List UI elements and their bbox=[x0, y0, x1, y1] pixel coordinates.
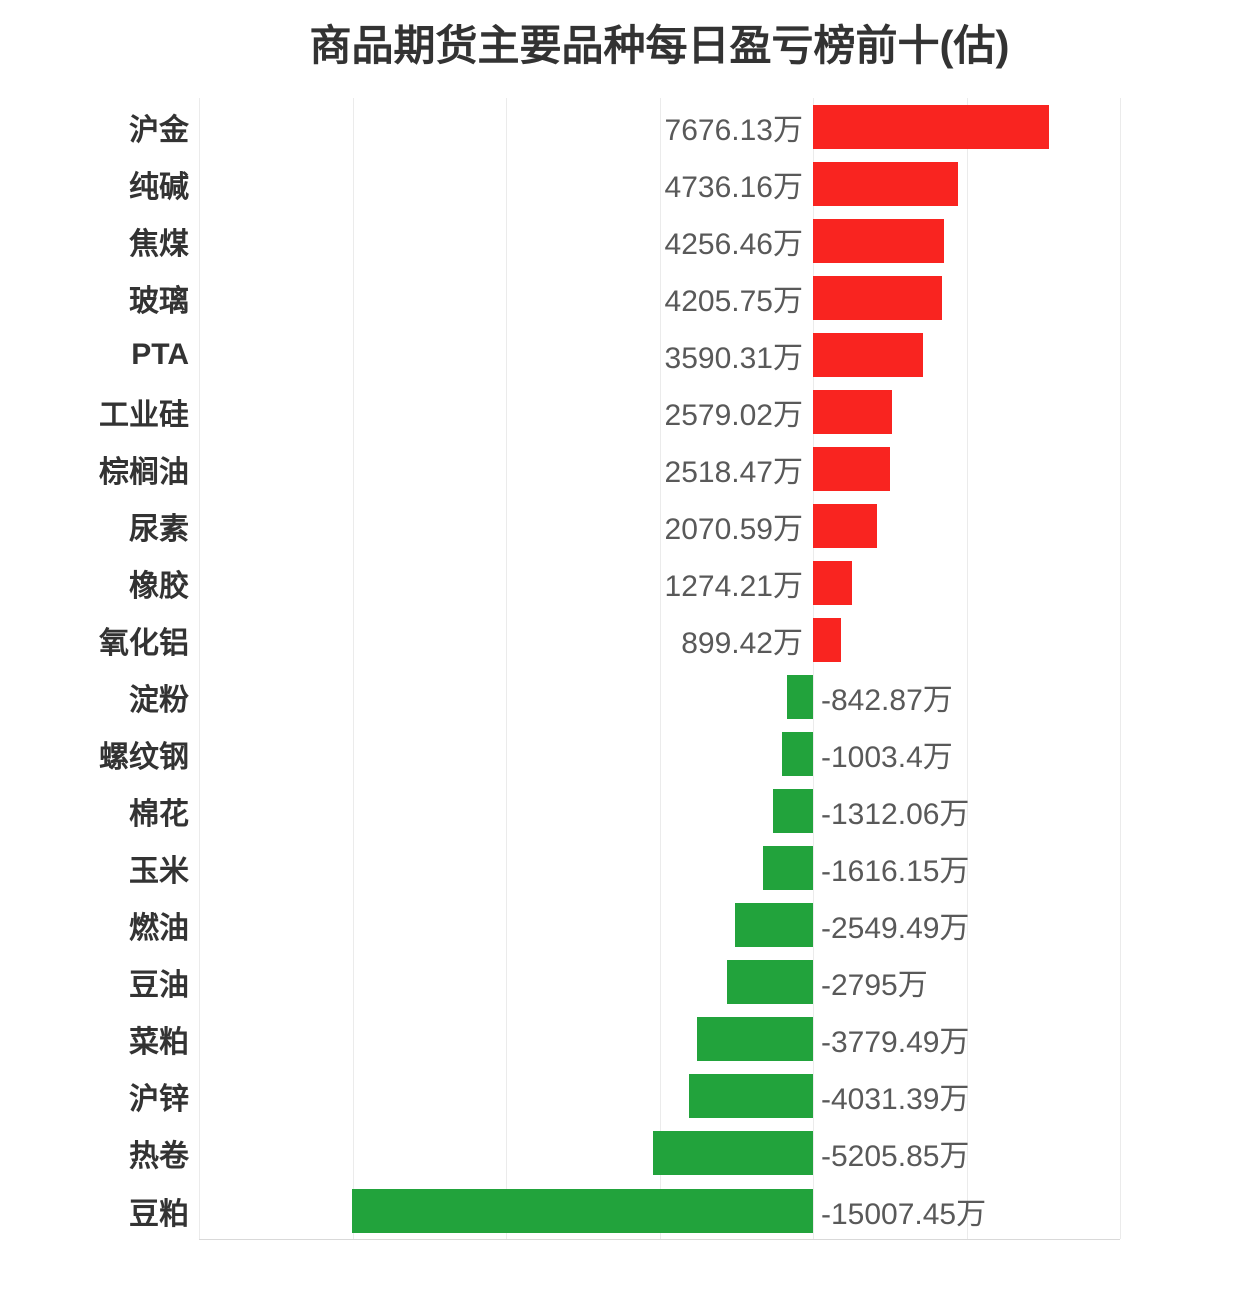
category-label: 玉米 bbox=[129, 855, 189, 889]
bar bbox=[813, 161, 959, 206]
bar bbox=[734, 903, 813, 948]
gridline bbox=[506, 98, 507, 1239]
value-label: -2795万 bbox=[821, 969, 928, 1003]
value-label: 2579.02万 bbox=[664, 398, 803, 432]
value-label: 4205.75万 bbox=[664, 284, 803, 318]
bar bbox=[813, 560, 853, 605]
value-label: 899.42万 bbox=[681, 626, 803, 660]
value-label: 4736.16万 bbox=[664, 170, 803, 204]
category-label: 螺纹钢 bbox=[99, 741, 189, 774]
category-label: 沪锌 bbox=[129, 1083, 189, 1117]
bar bbox=[352, 1188, 813, 1233]
bar bbox=[813, 503, 877, 548]
value-label: 2070.59万 bbox=[664, 512, 803, 546]
gridline bbox=[659, 98, 661, 1239]
value-label: -5205.85万 bbox=[821, 1140, 970, 1174]
value-label: -1312.06万 bbox=[821, 798, 970, 832]
value-label: -4031.39万 bbox=[821, 1083, 970, 1117]
category-label: 燃油 bbox=[129, 912, 189, 946]
bar bbox=[813, 332, 924, 377]
category-label: 热卷 bbox=[129, 1140, 189, 1174]
plot-area: 沪金 7676.13万纯碱 4736.16万焦煤 4256.46万玻璃 4205.75万… bbox=[99, 98, 1121, 1240]
bar bbox=[813, 389, 893, 434]
value-label: 2518.47万 bbox=[664, 455, 803, 489]
value-label: 3590.31万 bbox=[664, 341, 803, 375]
category-label: PTA bbox=[131, 337, 189, 371]
value-label: -15007.45万 bbox=[821, 1197, 987, 1231]
category-label: 沪金 bbox=[129, 113, 189, 147]
gridline bbox=[813, 98, 814, 1239]
bar bbox=[772, 789, 813, 834]
bar bbox=[763, 846, 813, 891]
bar bbox=[689, 1074, 813, 1119]
x-axis-line bbox=[199, 1239, 1120, 1240]
bar bbox=[653, 1131, 813, 1176]
category-label: 淀粉 bbox=[129, 684, 189, 717]
category-label: 豆油 bbox=[129, 969, 189, 1003]
category-label: 玻璃 bbox=[129, 284, 189, 318]
category-label: 豆粕 bbox=[129, 1197, 189, 1231]
category-label: 菜粕 bbox=[129, 1026, 189, 1060]
category-label: 纯碱 bbox=[129, 170, 189, 204]
bar bbox=[727, 960, 813, 1005]
bar bbox=[813, 218, 944, 263]
category-label: 焦煤 bbox=[129, 227, 189, 261]
bar bbox=[813, 104, 1049, 149]
value-label: 1274.21万 bbox=[664, 569, 803, 603]
value-label: -842.87万 bbox=[821, 684, 953, 717]
category-label: 尿素 bbox=[129, 512, 189, 546]
bar bbox=[813, 446, 891, 491]
value-label: 7676.13万 bbox=[664, 113, 803, 147]
value-label: -1616.15万 bbox=[821, 855, 970, 889]
value-label: 4256.46万 bbox=[664, 227, 803, 261]
gridline bbox=[1120, 98, 1121, 1239]
gridline bbox=[352, 98, 354, 1239]
gridline bbox=[966, 98, 968, 1239]
category-label: 棕榈油 bbox=[99, 455, 189, 489]
chart-title: 商品期货主要品种每日盈亏榜前十(估) bbox=[309, 22, 1010, 69]
bar bbox=[782, 732, 813, 777]
bar bbox=[813, 275, 943, 320]
category-label: 氧化铝 bbox=[99, 626, 189, 660]
bar bbox=[787, 675, 813, 719]
category-label: 棉花 bbox=[129, 798, 189, 832]
category-label: 工业硅 bbox=[99, 398, 189, 432]
category-label: 橡胶 bbox=[129, 569, 189, 603]
value-label: -3779.49万 bbox=[821, 1026, 970, 1060]
bar bbox=[697, 1017, 813, 1062]
value-label: -1003.4万 bbox=[821, 741, 953, 774]
gridline bbox=[199, 98, 200, 1239]
bar bbox=[813, 618, 841, 662]
value-label: -2549.49万 bbox=[821, 912, 970, 946]
